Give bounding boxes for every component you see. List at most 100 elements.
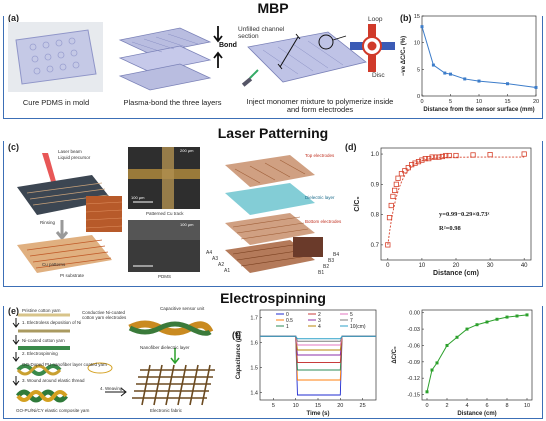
data-point [419, 157, 425, 163]
label-pristine-yarn: Pristine cotton yarn [22, 308, 61, 313]
data-point [420, 25, 424, 29]
y-tick-label: 0.9 [371, 182, 380, 188]
data-point [395, 175, 401, 181]
label-go-pu: GO-Doped PU nanofiber layer coated yarn [22, 362, 108, 367]
legend-label: 10(cm) [350, 324, 366, 330]
label-step1: 1. Electroless deposition of Ni [22, 320, 82, 325]
data-point [415, 159, 422, 165]
plot-frame [421, 309, 533, 401]
data-point [525, 313, 529, 317]
data-point [390, 193, 396, 200]
electrode-label-b1: B1 [318, 270, 325, 276]
series-line [421, 26, 537, 88]
yarn-process-illustration [12, 313, 215, 406]
data-point [425, 390, 429, 394]
x-tick-label: 10 [524, 403, 530, 409]
panel-e-label: (e) [8, 306, 19, 316]
data-point [505, 315, 509, 319]
x-axis-label: Distance (cm) [457, 411, 496, 417]
bond-label: Bond [219, 42, 237, 49]
chart-b: 0 5 10 15 20 0 5 10 15 Distance from the sensor s… [401, 14, 539, 113]
bottom-electrodes-label: Bottom electrodes [305, 219, 342, 224]
y-tick-label: -0.15 [407, 393, 420, 399]
y-tick-label: 5 [417, 67, 420, 73]
data-point [388, 202, 394, 209]
micrograph-cu-track [128, 147, 200, 209]
label-weaving: 4. Weaving [100, 386, 123, 391]
y-axis-label: −ve ΔC/C₀ (%) [401, 36, 407, 76]
y-tick-label: 0.7 [371, 243, 380, 249]
data-point [475, 323, 479, 327]
three-layers-illustration [118, 27, 212, 91]
data-point [495, 317, 499, 321]
caption-inject-monomer: Inject monomer mixture to polymerize ins… [246, 97, 394, 114]
legend-label: 2 [318, 312, 321, 318]
scale-label-2: 200 μm [180, 148, 194, 153]
x-tick-label: 0 [425, 403, 428, 409]
bond-arrows-icon [213, 26, 223, 68]
y-tick-label: 0 [417, 94, 420, 100]
legend-label: 0 [286, 312, 289, 318]
data-point [485, 320, 489, 324]
scale-label-1: 100 μm [131, 195, 145, 200]
scale-label-3: 100 μm [180, 222, 194, 227]
y-tick-label: 1.0 [371, 152, 380, 158]
data-point [412, 160, 418, 166]
data-point [402, 168, 408, 174]
data-point [435, 361, 439, 365]
legend-label: 1 [286, 324, 289, 330]
x-tick-label: 20 [533, 99, 539, 105]
electrode-label-a4: A4 [206, 250, 213, 256]
data-point [445, 343, 449, 347]
data-point [436, 154, 442, 160]
plot-frame [421, 15, 537, 97]
label-ni-yarn: Ni-coated cotton yarn [22, 338, 65, 343]
y-tick-label: -0.06 [407, 343, 420, 349]
data-point [443, 71, 447, 75]
pi-substrate-label: PI substrate [60, 273, 85, 278]
x-tick-label: 10 [419, 263, 426, 269]
panel-b-label: (b) [400, 13, 412, 23]
electrode-label-b3: B3 [328, 258, 335, 264]
label-composite-yarn: GO-PU/Ni/CY elastic composite yarn [16, 408, 90, 413]
y-tick-label: 1.4 [250, 391, 258, 397]
label-sensor-unit: Capacitive sensor unit [160, 306, 205, 311]
y-tick-label: -0.12 [407, 376, 420, 382]
data-point [487, 152, 493, 158]
layer-stack-illustration [225, 155, 323, 273]
x-tick-label: 5 [272, 403, 275, 409]
data-point [432, 154, 439, 160]
data-point [426, 155, 432, 162]
data-point [463, 77, 467, 81]
y-axis-label: ΔC/C₀ [392, 346, 398, 364]
legend-label: 3 [318, 318, 321, 324]
copper-photo [85, 196, 123, 232]
x-axis-label: Distance from the sensor surface (mm) [423, 107, 534, 113]
data-point [477, 79, 481, 83]
data-point [393, 181, 399, 187]
r-squared: R²=0.98 [439, 225, 461, 232]
data-point [455, 335, 459, 339]
electrode-label-a1: A1 [224, 268, 231, 274]
data-point [430, 368, 434, 372]
y-tick-label: -0.03 [407, 327, 420, 333]
micrograph-pdms [128, 220, 200, 272]
x-tick-label: 6 [485, 403, 488, 409]
disc-label: Disc [372, 72, 385, 79]
x-tick-label: 20 [337, 403, 343, 409]
electrode-label-b4: B4 [333, 252, 340, 258]
x-axis-label: Distance (cm) [433, 270, 479, 277]
electrode-label-a3: A3 [212, 256, 219, 262]
y-tick-label: 1.6 [250, 341, 258, 347]
data-point [398, 171, 405, 177]
y-tick-label: 0.00 [409, 311, 420, 317]
top-electrodes-label: Top electrodes [305, 153, 335, 158]
series-line [260, 335, 376, 381]
legend-label: 7 [350, 318, 353, 324]
data-point [385, 242, 391, 248]
data-point [465, 327, 469, 331]
x-tick-label: 40 [521, 263, 528, 269]
pdms-mold-illustration [8, 22, 103, 92]
y-tick-label: 0.8 [371, 213, 380, 219]
